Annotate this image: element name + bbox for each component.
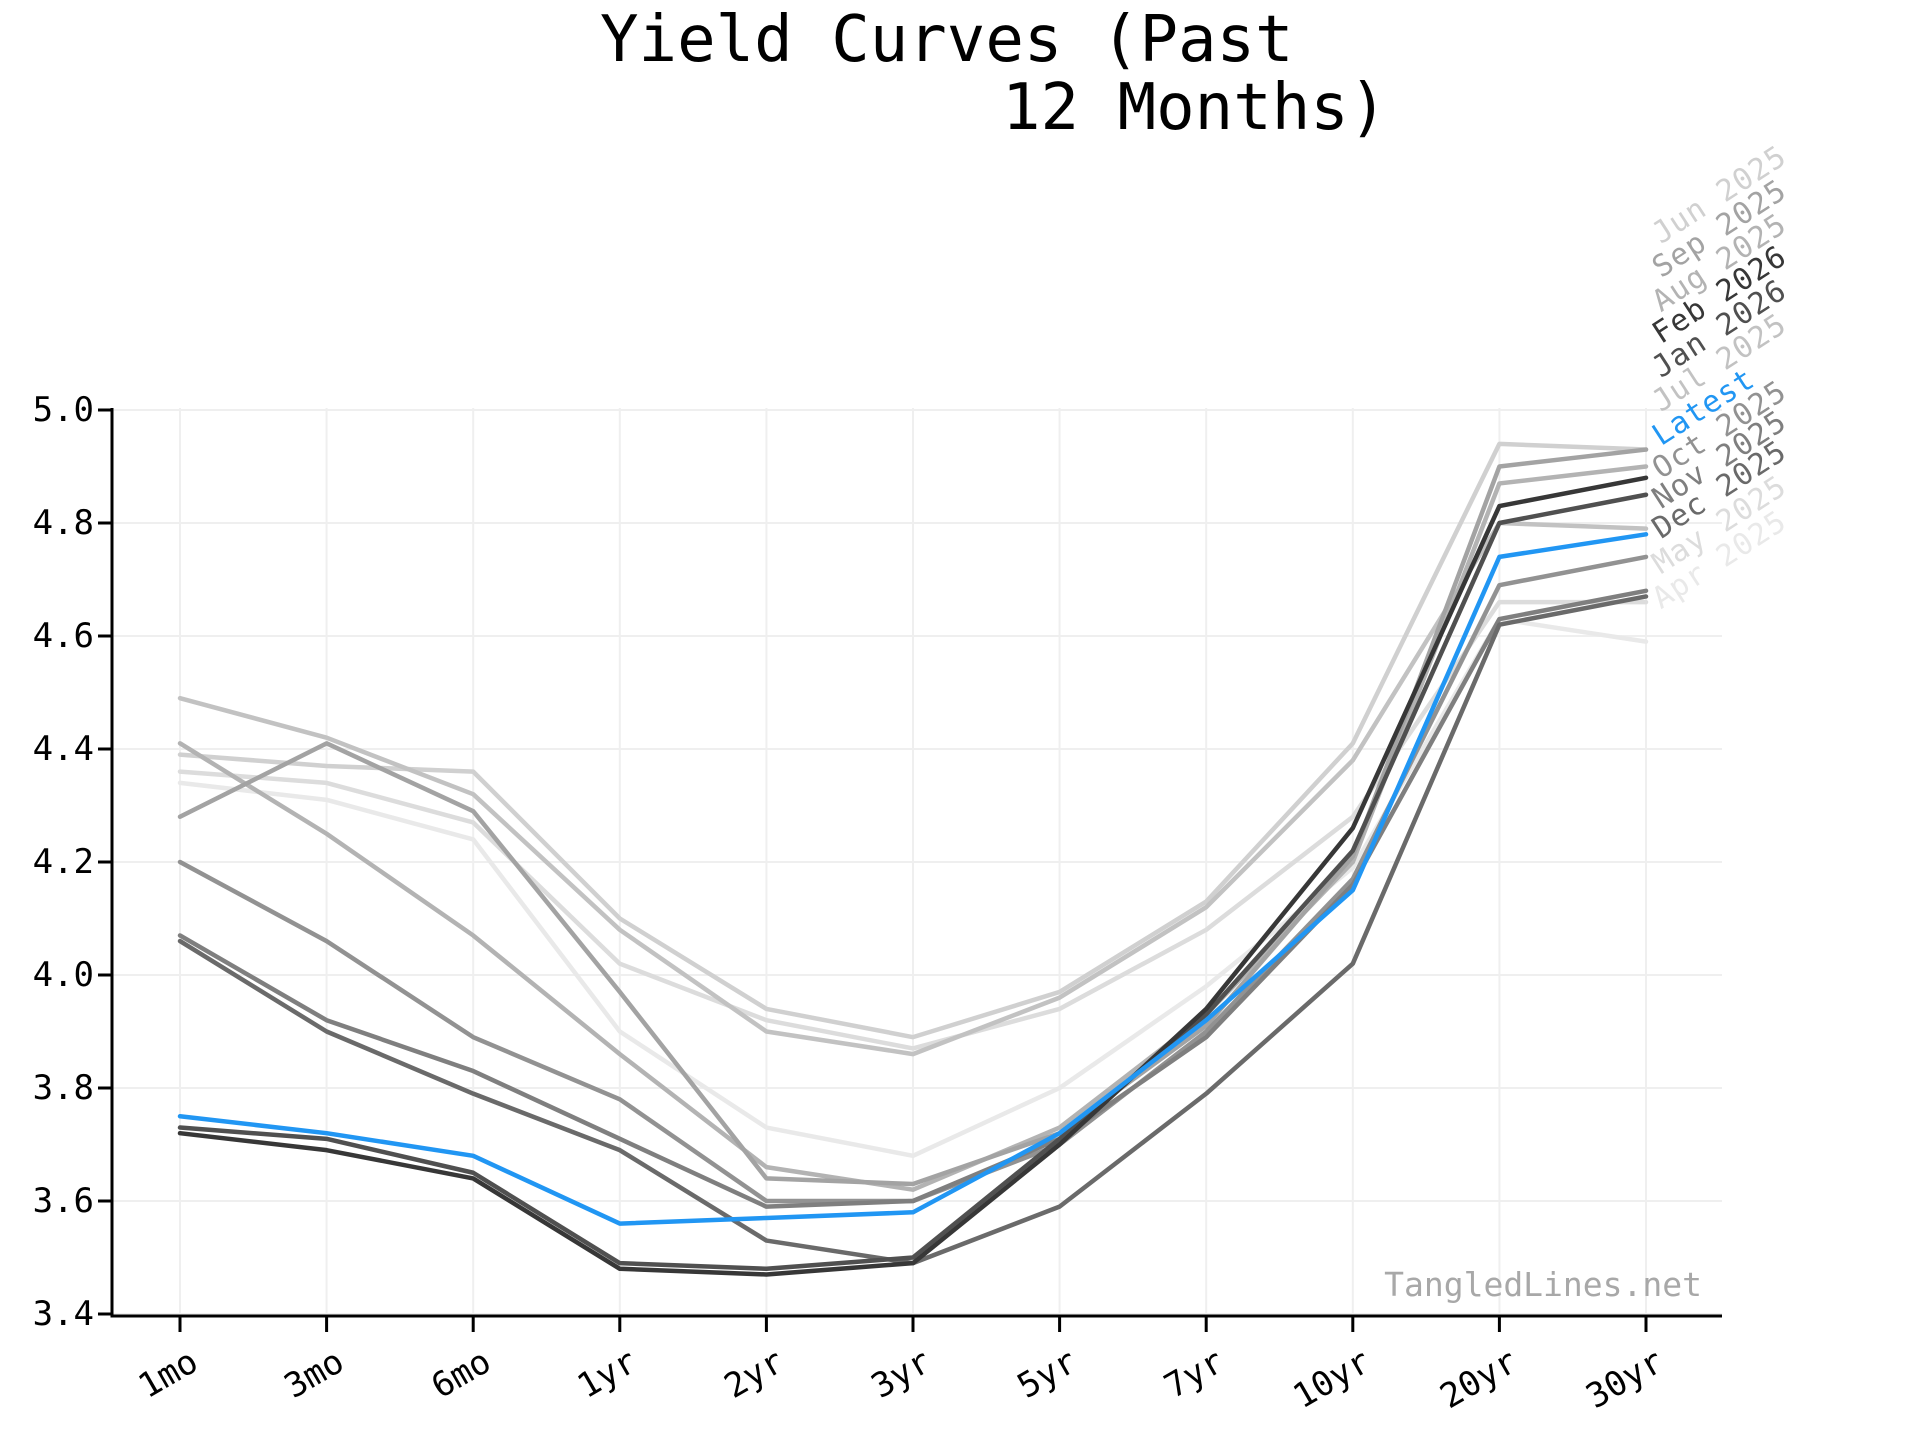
y-tick-label: 4.4 <box>32 729 94 769</box>
chart-title-line2: 12 Months) <box>1002 71 1388 145</box>
y-tick-label: 4.8 <box>32 503 94 543</box>
series-line-jul-2025 <box>177 520 1649 1057</box>
y-tick-label: 5.0 <box>32 390 94 430</box>
series-line-feb-2026 <box>177 475 1649 1277</box>
y-tick-label: 3.8 <box>32 1068 94 1108</box>
series-line-latest <box>177 532 1649 1226</box>
series-line-jan-2026 <box>177 492 1649 1272</box>
series-line-jun-2025 <box>177 441 1649 1040</box>
y-tick-label: 4.0 <box>32 955 94 995</box>
y-tick-label: 3.4 <box>32 1294 94 1334</box>
series-line-sep-2025 <box>177 447 1649 1187</box>
chart-title-line1: Yield Curves (Past <box>600 3 1294 77</box>
y-tick-label: 3.6 <box>32 1181 94 1221</box>
series-line-nov-2025 <box>177 588 1649 1209</box>
y-tick-label: 4.2 <box>32 842 94 882</box>
watermark: TangledLines.net <box>1384 1265 1702 1304</box>
series-line-aug-2025 <box>177 464 1649 1192</box>
y-tick-label: 4.6 <box>32 616 94 656</box>
